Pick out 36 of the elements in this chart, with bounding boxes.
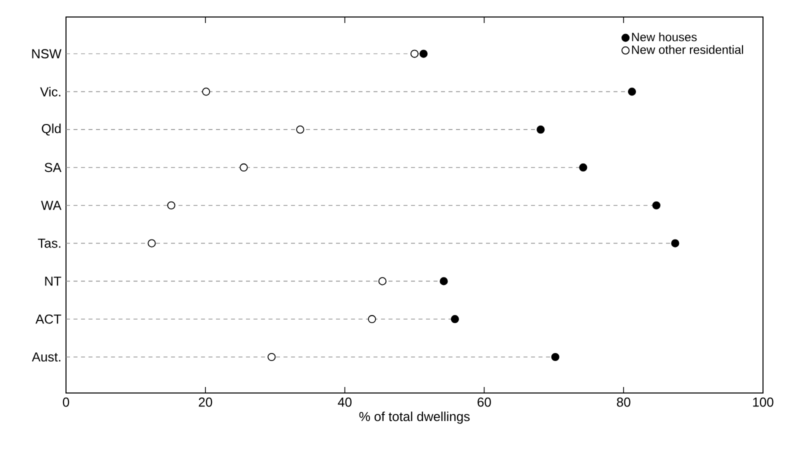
point [202, 88, 210, 96]
y-tick-label: WA [41, 200, 62, 210]
point [671, 239, 680, 248]
y-tick-label: SA [44, 162, 62, 172]
point [551, 352, 560, 362]
point [240, 163, 248, 172]
y-tick-label: NT [45, 276, 62, 286]
point [148, 239, 156, 248]
point [410, 50, 419, 58]
x-axis-title: % of total dwellings [359, 412, 470, 424]
x-tick-label: 40 [338, 398, 352, 407]
y-tick-label: Tas. [38, 238, 60, 248]
point [368, 315, 376, 324]
x-tick-label: 60 [478, 398, 491, 407]
x-tick-label: 80 [616, 398, 630, 407]
point [378, 277, 386, 286]
y-tick-label: Qld [42, 124, 61, 136]
y-tick-label: Aust. [32, 352, 60, 362]
y-tick-label: NSW [32, 49, 62, 58]
y-tick-label: ACT [36, 314, 62, 324]
y-tick-label: Vic. [40, 86, 60, 96]
legend-label: New houses [632, 32, 697, 42]
x-tick-label: 100 [753, 398, 774, 407]
x-tick-label: 20 [198, 398, 212, 407]
point [296, 126, 304, 134]
point [579, 163, 588, 172]
x-tick-label: 0 [62, 398, 70, 407]
point [652, 201, 660, 210]
point [450, 315, 459, 324]
point [268, 352, 276, 362]
point [420, 50, 428, 58]
legend-label: New other residential [632, 45, 744, 54]
point [440, 277, 448, 286]
point [628, 88, 636, 96]
point [167, 201, 176, 210]
point [536, 126, 545, 134]
